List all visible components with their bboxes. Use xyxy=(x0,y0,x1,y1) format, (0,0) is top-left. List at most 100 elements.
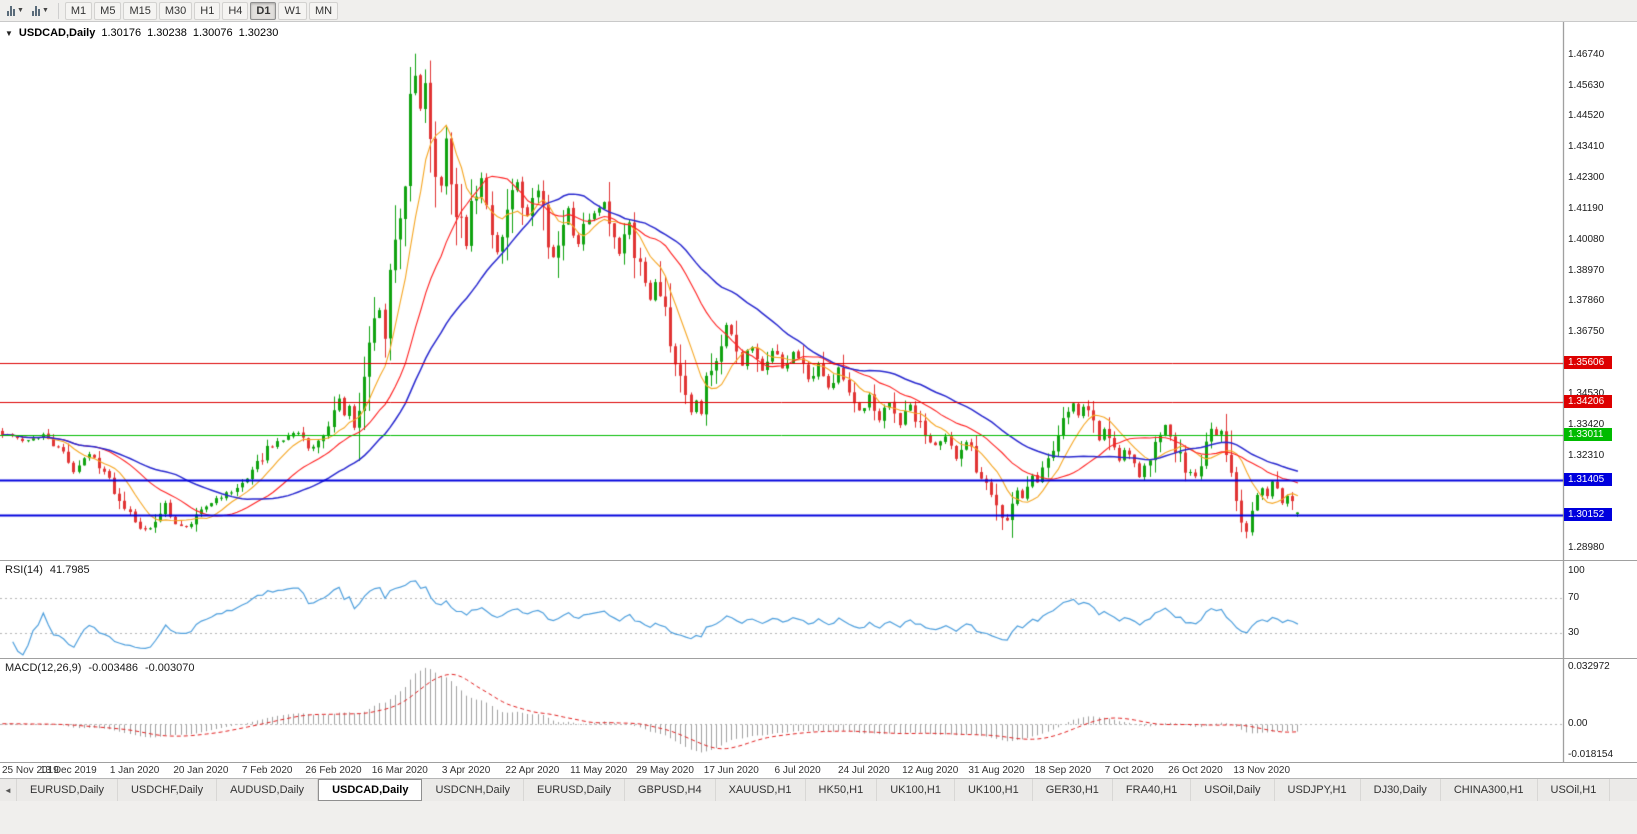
chart-tab-bar: ◄ EURUSD,Daily USDCHF,Daily AUDUSD,Daily USD… xyxy=(0,778,1637,801)
hline-price-badge: 1.30152 xyxy=(1564,507,1612,521)
macd-main-value: -0.003486 xyxy=(88,662,138,674)
timeframe-button-m5[interactable]: M5 xyxy=(94,1,122,20)
price-axis-tick: 1.42300 xyxy=(1568,172,1605,184)
date-axis-label: 3 Apr 2020 xyxy=(441,765,491,776)
date-axis-label: 11 May 2020 xyxy=(570,765,628,776)
macd-pane: MACD(12,26,9) -0.003486 -0.003070 0.0329… xyxy=(0,658,1637,762)
toolbar-separator xyxy=(57,2,59,19)
dropdown-caret-icon: ▼ xyxy=(41,7,49,14)
price-axis-tick: 1.36750 xyxy=(1568,326,1605,338)
price-axis-tick: 1.37860 xyxy=(1568,295,1605,307)
price-axis-tick: 1.33420 xyxy=(1568,418,1605,430)
hline-price-badge: 1.34206 xyxy=(1564,394,1612,408)
macd-signal-value: -0.003070 xyxy=(144,662,195,674)
chart-tab-usdjpy-h1[interactable]: USDJPY,H1 xyxy=(1275,779,1361,801)
price-axis-tick: 1.43410 xyxy=(1568,141,1605,153)
macd-canvas[interactable] xyxy=(0,659,1637,762)
price-axis-tick: 1.41190 xyxy=(1568,202,1604,214)
macd-indicator-name: MACD(12,26,9) xyxy=(5,662,82,674)
chart-tab-usoil-h1[interactable]: USOil,H1 xyxy=(1538,779,1611,801)
chart-tab-china300-h1[interactable]: CHINA300,H1 xyxy=(1441,779,1538,801)
date-axis-label: 1 Jan 2020 xyxy=(109,765,160,776)
rsi-axis-label: 70 xyxy=(1568,591,1580,603)
chart-tab-xauusd-h1[interactable]: XAUUSD,H1 xyxy=(716,779,806,801)
date-axis-label: 6 Jul 2020 xyxy=(774,765,821,776)
price-axis-tick: 1.38970 xyxy=(1568,264,1605,276)
date-axis-label: 26 Oct 2020 xyxy=(1168,765,1223,776)
timeframe-button-d1[interactable]: D1 xyxy=(250,1,277,20)
ohlc-close-value: 1.30230 xyxy=(238,27,279,39)
chart-tab-uk100-h1[interactable]: UK100,H1 xyxy=(955,779,1033,801)
chart-tab-eurusd-daily[interactable]: EURUSD,Daily xyxy=(17,779,118,801)
rsi-axis-label: 30 xyxy=(1568,627,1580,639)
ohlc-open-value: 1.30176 xyxy=(101,27,142,39)
date-axis-label: 26 Feb 2020 xyxy=(305,765,362,776)
chart-tab-usdcad-daily[interactable]: USDCAD,Daily xyxy=(318,779,423,801)
macd-axis-label: -0.018154 xyxy=(1568,749,1614,760)
bottom-filler xyxy=(0,801,1637,834)
chart-type-dropdown-icon xyxy=(7,5,15,16)
price-axis-tick: 1.46740 xyxy=(1568,48,1605,60)
price-axis-tick: 1.34530 xyxy=(1568,387,1605,399)
chart-tab-usdcnh-daily[interactable]: USDCNH,Daily xyxy=(422,779,525,801)
hline-price-badge: 1.33011 xyxy=(1564,428,1612,442)
date-axis-label: 18 Sep 2020 xyxy=(1034,765,1092,776)
date-axis-label: 16 Mar 2020 xyxy=(371,765,428,776)
date-axis-label: 7 Oct 2020 xyxy=(1104,765,1154,776)
chart-tab-usoil-daily[interactable]: USOil,Daily xyxy=(1191,779,1275,801)
chart-menu-icon[interactable]: ▼ xyxy=(5,28,13,38)
chart-tab-gbpusd-h4[interactable]: GBPUSD,H4 xyxy=(625,779,716,801)
date-axis-label: 12 Aug 2020 xyxy=(902,765,959,776)
date-axis-label: 24 Jul 2020 xyxy=(838,765,890,776)
date-axis-label: 22 Apr 2020 xyxy=(505,765,560,776)
timeframe-button-m1[interactable]: M1 xyxy=(64,1,93,20)
chart-tab-usdchf-daily[interactable]: USDCHF,Daily xyxy=(118,779,218,801)
tab-scroll-left-button[interactable]: ◄ xyxy=(0,779,17,801)
date-axis-label: 29 May 2020 xyxy=(636,765,694,776)
timeframe-button-mn[interactable]: MN xyxy=(308,1,339,20)
ohlc-high-value: 1.30238 xyxy=(147,27,187,39)
date-axis-label: 31 Aug 2020 xyxy=(968,765,1025,776)
hline-price-badge: 1.31405 xyxy=(1564,472,1612,486)
rsi-canvas[interactable] xyxy=(0,561,1637,658)
timeframe-button-m15[interactable]: M15 xyxy=(123,1,157,20)
chart-type-dropdown-icon[interactable]: ▼ xyxy=(4,2,27,20)
timeframe-button-h1[interactable]: H1 xyxy=(194,1,221,20)
price-axis-tick: 1.44520 xyxy=(1568,110,1605,122)
crosshair-dropdown-icon[interactable]: ▼ xyxy=(29,2,52,20)
ohlc-low-value: 1.30076 xyxy=(192,27,233,39)
toolbar-icon-group: ▼ ▼ xyxy=(3,2,53,20)
price-pane: ▼ USDCAD,Daily 1.30176 1.30238 1.30076 1… xyxy=(0,22,1637,560)
rsi-indicator-name: RSI(14) xyxy=(5,564,43,576)
date-axis-label: 13 Dec 2019 xyxy=(39,765,97,776)
chart-tab-dj30-daily[interactable]: DJ30,Daily xyxy=(1361,779,1441,801)
price-axis-tick: 1.28980 xyxy=(1568,542,1605,554)
rsi-axis-label: 100 xyxy=(1568,565,1585,576)
chart-tab-uk100-h1[interactable]: UK100,H1 xyxy=(877,779,955,801)
timeframe-button-h4[interactable]: H4 xyxy=(222,1,249,20)
hline-price-badge: 1.35606 xyxy=(1564,356,1612,370)
macd-axis-label: 0.00 xyxy=(1568,717,1588,729)
date-axis-label: 25 Nov 2019 xyxy=(2,765,59,776)
macd-label: MACD(12,26,9) -0.003486 -0.003070 xyxy=(5,662,195,674)
rsi-indicator-value: 41.7985 xyxy=(49,564,90,576)
chart-tab-fra40-h1[interactable]: FRA40,H1 xyxy=(1113,779,1192,801)
chart-tab-audusd-daily[interactable]: AUDUSD,Daily xyxy=(217,779,319,801)
timeframe-button-group: M1 M5 M15 M30 H1 H4 D1 W1 MN xyxy=(64,1,339,20)
timeframe-button-m30[interactable]: M30 xyxy=(158,1,193,20)
date-axis-label: 20 Jan 2020 xyxy=(173,765,229,776)
dropdown-caret-icon: ▼ xyxy=(17,7,24,14)
crosshair-dropdown-icon xyxy=(31,5,40,16)
rsi-pane: RSI(14) 41.7985 100 70 30 xyxy=(0,560,1637,658)
chart-tab-hk50-h1[interactable]: HK50,H1 xyxy=(806,779,878,801)
date-axis-label: 7 Feb 2020 xyxy=(241,765,293,776)
timeframe-button-w1[interactable]: W1 xyxy=(278,1,307,20)
chart-tab-eurusd-daily[interactable]: EURUSD,Daily xyxy=(524,779,625,801)
date-axis: 25 Nov 2019 13 Dec 2019 1 Jan 2020 20 Jan 2… xyxy=(0,762,1637,778)
price-chart-canvas[interactable] xyxy=(0,22,1637,560)
chart-title: ▼ USDCAD,Daily 1.30176 1.30238 1.30076 1… xyxy=(5,27,278,39)
price-axis-tick: 1.45630 xyxy=(1568,79,1605,91)
chart-tab-ger30-h1[interactable]: GER30,H1 xyxy=(1033,779,1113,801)
macd-axis-label: 0.032972 xyxy=(1568,661,1610,672)
